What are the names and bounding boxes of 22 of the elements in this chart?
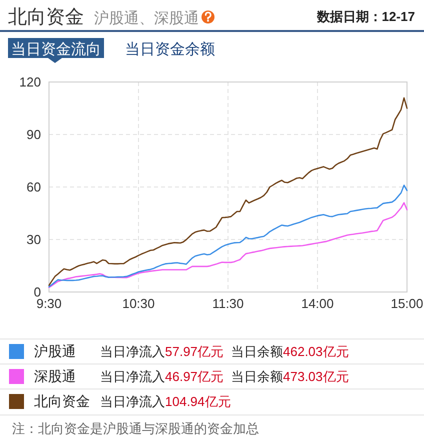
legend-label: 北向资金 xyxy=(34,393,90,409)
subtitle: 沪股通、深股通 xyxy=(94,10,199,27)
xtick: 10:30 xyxy=(122,296,155,311)
xtick: 11:30 xyxy=(212,296,244,311)
note: 当日净流入104.94亿元 xyxy=(100,394,231,409)
footnote: 注：北向资金是沪股通与深股通的资金加总 xyxy=(12,421,259,436)
note: 当日净流入46.97亿元 xyxy=(100,369,224,384)
note: 当日余额462.03亿元 xyxy=(231,344,349,359)
xtick: 14:00 xyxy=(301,296,334,311)
ytick: 120 xyxy=(19,74,41,90)
note: 当日净流入57.97亿元 xyxy=(100,344,224,359)
xtick: 15:00 xyxy=(390,296,424,311)
tab-active: 当日资金流向 xyxy=(8,38,104,63)
ytick: 90 xyxy=(26,127,41,142)
title: 北向资金 xyxy=(8,7,84,28)
ytick: 30 xyxy=(26,232,41,247)
tab-title: 当日资金余额 xyxy=(125,41,215,58)
legend-label: 沪股通 xyxy=(34,343,76,359)
date: 数据日期：12-17 xyxy=(316,9,415,24)
legend-label: 深股通 xyxy=(34,368,76,384)
note: 当日余额473.03亿元 xyxy=(231,369,349,384)
ytick: 60 xyxy=(26,180,41,194)
